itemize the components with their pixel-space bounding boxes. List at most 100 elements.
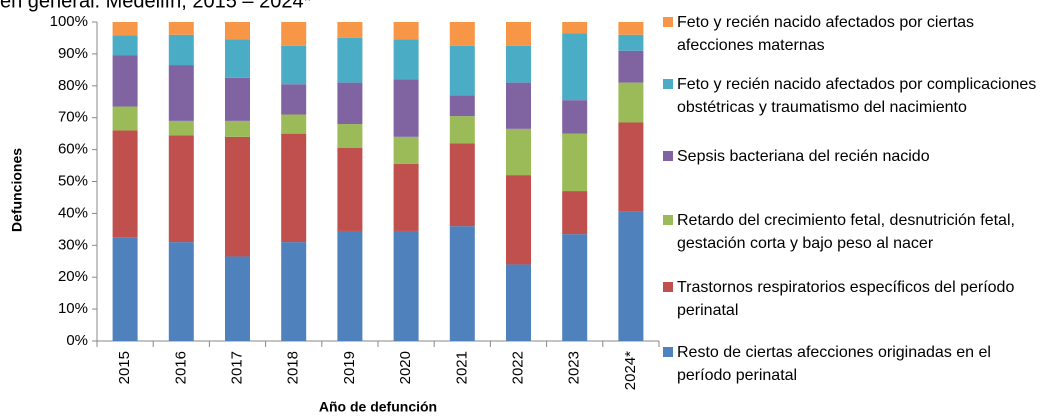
bar-segment [225,136,250,257]
bar-segment [225,120,250,137]
bar-segment [337,22,363,38]
y-tick-label: 30% [58,236,88,253]
bar-segment [168,120,194,136]
legend-swatch [663,151,673,161]
y-tick-label: 60% [58,141,88,158]
legend-item: Resto de ciertas afecciones originadas e… [663,341,1043,387]
bar-segment [112,55,138,107]
bar-segment [168,34,194,66]
bar-segment [168,242,194,341]
legend-label: Retardo del crecimiento fetal, desnutric… [677,212,1015,252]
x-tick-label: 2020 [397,351,414,384]
bar-segment [618,50,644,83]
bar-segment [449,22,475,46]
bar-segment [618,82,644,123]
bar-segment [337,124,363,149]
bar-segment [112,106,138,131]
bar-segment [225,77,250,121]
bar-segment [281,45,307,85]
bar-segment [562,191,588,235]
legend-swatch [663,347,673,357]
legend-item: Trastornos respiratorios específicos del… [663,276,1043,322]
x-tick-label: 2023 [566,351,583,384]
bar-segment [506,128,531,176]
bar-segment [618,122,644,212]
bar-segment [449,226,475,341]
y-tick-label: 80% [58,77,88,94]
y-tick-label: 70% [58,109,88,126]
x-tick-label: 2017 [228,351,245,384]
chart-title: en general. Medellín, 2015 – 2024* [0,0,312,12]
x-tick-label: 2015 [116,351,133,384]
x-tick-label: 2024* [622,351,639,390]
bar-segment [393,136,419,164]
bar-segment [225,22,250,40]
y-tick-label: 10% [58,300,88,317]
legend-swatch [663,215,673,225]
bar-segment [393,79,419,137]
x-tick-label: 2021 [453,351,470,384]
legend-swatch [663,282,673,292]
y-tick-label: 50% [58,172,88,189]
bar-segment [562,100,588,134]
bar-segment [112,35,138,56]
bar-segment [562,234,588,341]
bar-segment [337,148,363,231]
bar-segment [506,264,531,341]
x-tick-label: 2018 [285,351,302,384]
bar-segment [112,237,138,341]
bar-segment [281,242,307,341]
legend-item: Feto y recién nacido afectados por ciert… [663,11,1043,57]
bar-segment [562,33,588,101]
y-tick-label: 20% [58,268,88,285]
bar-segment [618,34,644,51]
bar-segment [168,135,194,243]
bar-segment [168,65,194,121]
legend-item: Sepsis bacteriana del recién nacido [663,145,1043,168]
bar-segment [506,175,531,265]
bar-segment [393,230,419,341]
x-axis-title: Año de defunción [319,399,437,415]
bar-segment [225,256,250,341]
bar-segment [281,114,307,134]
bar-segment [562,22,588,34]
bar-segment [449,45,475,96]
bar-segment [618,211,644,341]
bar-segment [449,95,475,117]
legend-swatch [663,17,673,27]
bar-segment [618,22,644,35]
bar-segment [449,143,475,227]
y-tick-label: 40% [58,204,88,221]
bar-segment [112,130,138,238]
bar-segment [393,39,419,80]
legend-label: Resto de ciertas afecciones originadas e… [677,344,991,384]
bar-segment [506,82,531,129]
bar-segment [562,133,588,192]
legend-item: Retardo del crecimiento fetal, desnutric… [663,209,1043,255]
bar-segment [337,230,363,341]
bar-segment [168,22,194,35]
legend-label: Sepsis bacteriana del recién nacido [677,148,930,165]
bar-segment [337,82,363,125]
bar-segment [225,39,250,78]
y-tick-label: 0% [66,332,88,349]
bar-segment [281,84,307,115]
x-tick-label: 2016 [172,351,189,384]
bar-segment [506,22,531,46]
bar-segment [112,22,138,36]
bar-segment [506,45,531,83]
y-axis-title: Defunciones [9,148,25,232]
legend-item: Feto y recién nacido afectados por compl… [663,73,1043,119]
bar-segment [337,37,363,83]
y-tick-label: 100% [50,13,88,30]
legend-label: Trastornos respiratorios específicos del… [677,279,1015,319]
y-tick-label: 90% [58,45,88,62]
legend-label: Feto y recién nacido afectados por ciert… [677,14,975,54]
legend-swatch [663,79,673,89]
x-tick-label: 2022 [509,351,526,384]
bar-segment [393,22,419,40]
bar-segment [449,116,475,144]
bar-segment [393,163,419,231]
